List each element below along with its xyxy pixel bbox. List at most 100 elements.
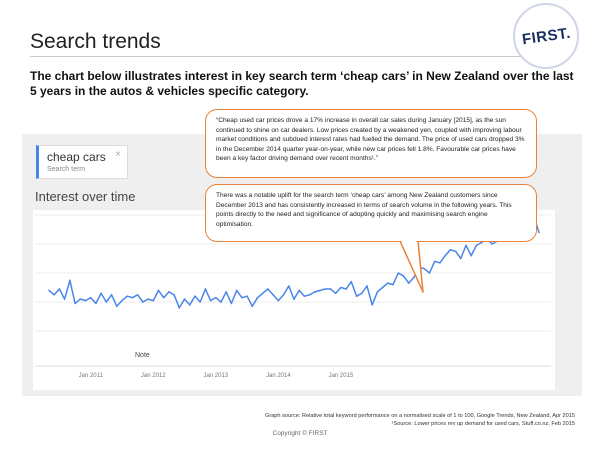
- data-point: [100, 292, 102, 295]
- data-point: [241, 296, 243, 299]
- title-divider: [30, 56, 535, 57]
- data-point: [95, 302, 97, 305]
- data-point: [131, 296, 134, 299]
- insight-callout: There was a notable uplift for the searc…: [205, 184, 537, 242]
- data-point: [371, 304, 373, 306]
- data-point: [397, 272, 400, 274]
- x-tick-label: Jan 2014: [266, 373, 291, 379]
- data-point: [199, 301, 201, 303]
- data-point: [334, 292, 337, 295]
- data-point: [345, 288, 347, 290]
- graph-source-note: Graph source: Relative total keyword per…: [264, 413, 575, 419]
- data-point: [136, 293, 139, 296]
- data-point: [366, 285, 368, 287]
- data-point: [355, 295, 358, 297]
- data-point: [74, 302, 76, 305]
- data-point: [454, 250, 457, 253]
- data-point: [215, 296, 217, 299]
- x-tick-label: Jan 2011: [79, 373, 104, 379]
- copyright: Copyright © FIRST: [272, 430, 328, 437]
- data-point: [319, 289, 321, 292]
- data-point: [444, 254, 446, 257]
- data-point: [261, 292, 264, 295]
- data-point: [225, 291, 228, 293]
- data-point: [282, 293, 285, 296]
- data-point: [314, 291, 316, 293]
- article-source-note: ¹Source: Lower prices rev up demand for …: [391, 421, 575, 427]
- data-point: [142, 301, 144, 303]
- interest-over-time-heading: Interest over time: [35, 189, 136, 204]
- data-point: [79, 298, 82, 300]
- data-point: [340, 286, 342, 289]
- data-point: [387, 282, 389, 284]
- data-point: [308, 293, 311, 296]
- data-point: [402, 275, 405, 277]
- search-term-card[interactable]: cheap cars × Search term: [36, 145, 128, 179]
- data-point: [220, 301, 222, 303]
- data-point: [53, 293, 56, 296]
- data-point: [433, 260, 436, 263]
- data-point: [157, 289, 160, 292]
- data-point: [392, 283, 394, 286]
- data-point: [110, 293, 113, 296]
- note-label[interactable]: Note: [135, 352, 150, 359]
- data-point: [381, 286, 384, 289]
- data-point: [423, 267, 426, 270]
- close-icon[interactable]: ×: [115, 149, 121, 160]
- data-point: [298, 289, 301, 292]
- data-point: [162, 296, 165, 299]
- pointer-join-cover: [401, 239, 417, 243]
- data-point: [152, 299, 155, 302]
- data-point: [48, 289, 50, 292]
- data-point: [470, 254, 473, 257]
- data-point: [267, 288, 269, 290]
- data-point: [272, 293, 274, 296]
- data-point: [246, 295, 248, 297]
- data-point: [480, 241, 483, 244]
- data-point: [538, 231, 540, 234]
- data-point: [204, 288, 207, 290]
- data-point: [178, 307, 181, 309]
- data-point: [188, 304, 191, 306]
- slide-title: Search trends: [30, 30, 161, 53]
- data-point: [147, 298, 149, 300]
- quote-callout: “Cheap used car prices drove a 17% incre…: [205, 109, 537, 178]
- data-point: [460, 257, 462, 260]
- data-point: [277, 299, 280, 302]
- data-point: [69, 279, 71, 282]
- data-point: [293, 298, 295, 300]
- data-point: [407, 282, 410, 284]
- search-term-label: cheap cars: [47, 150, 106, 164]
- x-tick-label: Jan 2015: [329, 373, 354, 379]
- data-point: [126, 295, 128, 297]
- data-point: [173, 293, 175, 296]
- data-point: [303, 295, 306, 297]
- data-point: [428, 272, 431, 274]
- data-point: [115, 305, 118, 308]
- data-point: [194, 295, 196, 297]
- data-point: [63, 298, 66, 300]
- data-point: [84, 299, 87, 302]
- x-tick-label: Jan 2013: [203, 373, 228, 379]
- data-point: [121, 299, 123, 302]
- data-point: [105, 301, 108, 303]
- data-point: [465, 244, 467, 247]
- data-point: [256, 296, 259, 299]
- data-point: [251, 305, 254, 308]
- first-logo: FIRST.: [513, 3, 579, 69]
- data-point: [58, 288, 61, 290]
- data-point: [324, 288, 327, 290]
- data-point: [209, 299, 212, 302]
- data-point: [360, 292, 363, 295]
- data-point: [329, 288, 332, 290]
- data-point: [230, 302, 233, 305]
- search-term-subtitle: Search term: [47, 166, 86, 173]
- data-point: [475, 244, 478, 247]
- data-point: [439, 262, 441, 264]
- data-point: [413, 276, 415, 279]
- data-point: [235, 289, 238, 292]
- data-point: [89, 296, 92, 299]
- data-point: [168, 291, 170, 293]
- data-point: [491, 243, 493, 245]
